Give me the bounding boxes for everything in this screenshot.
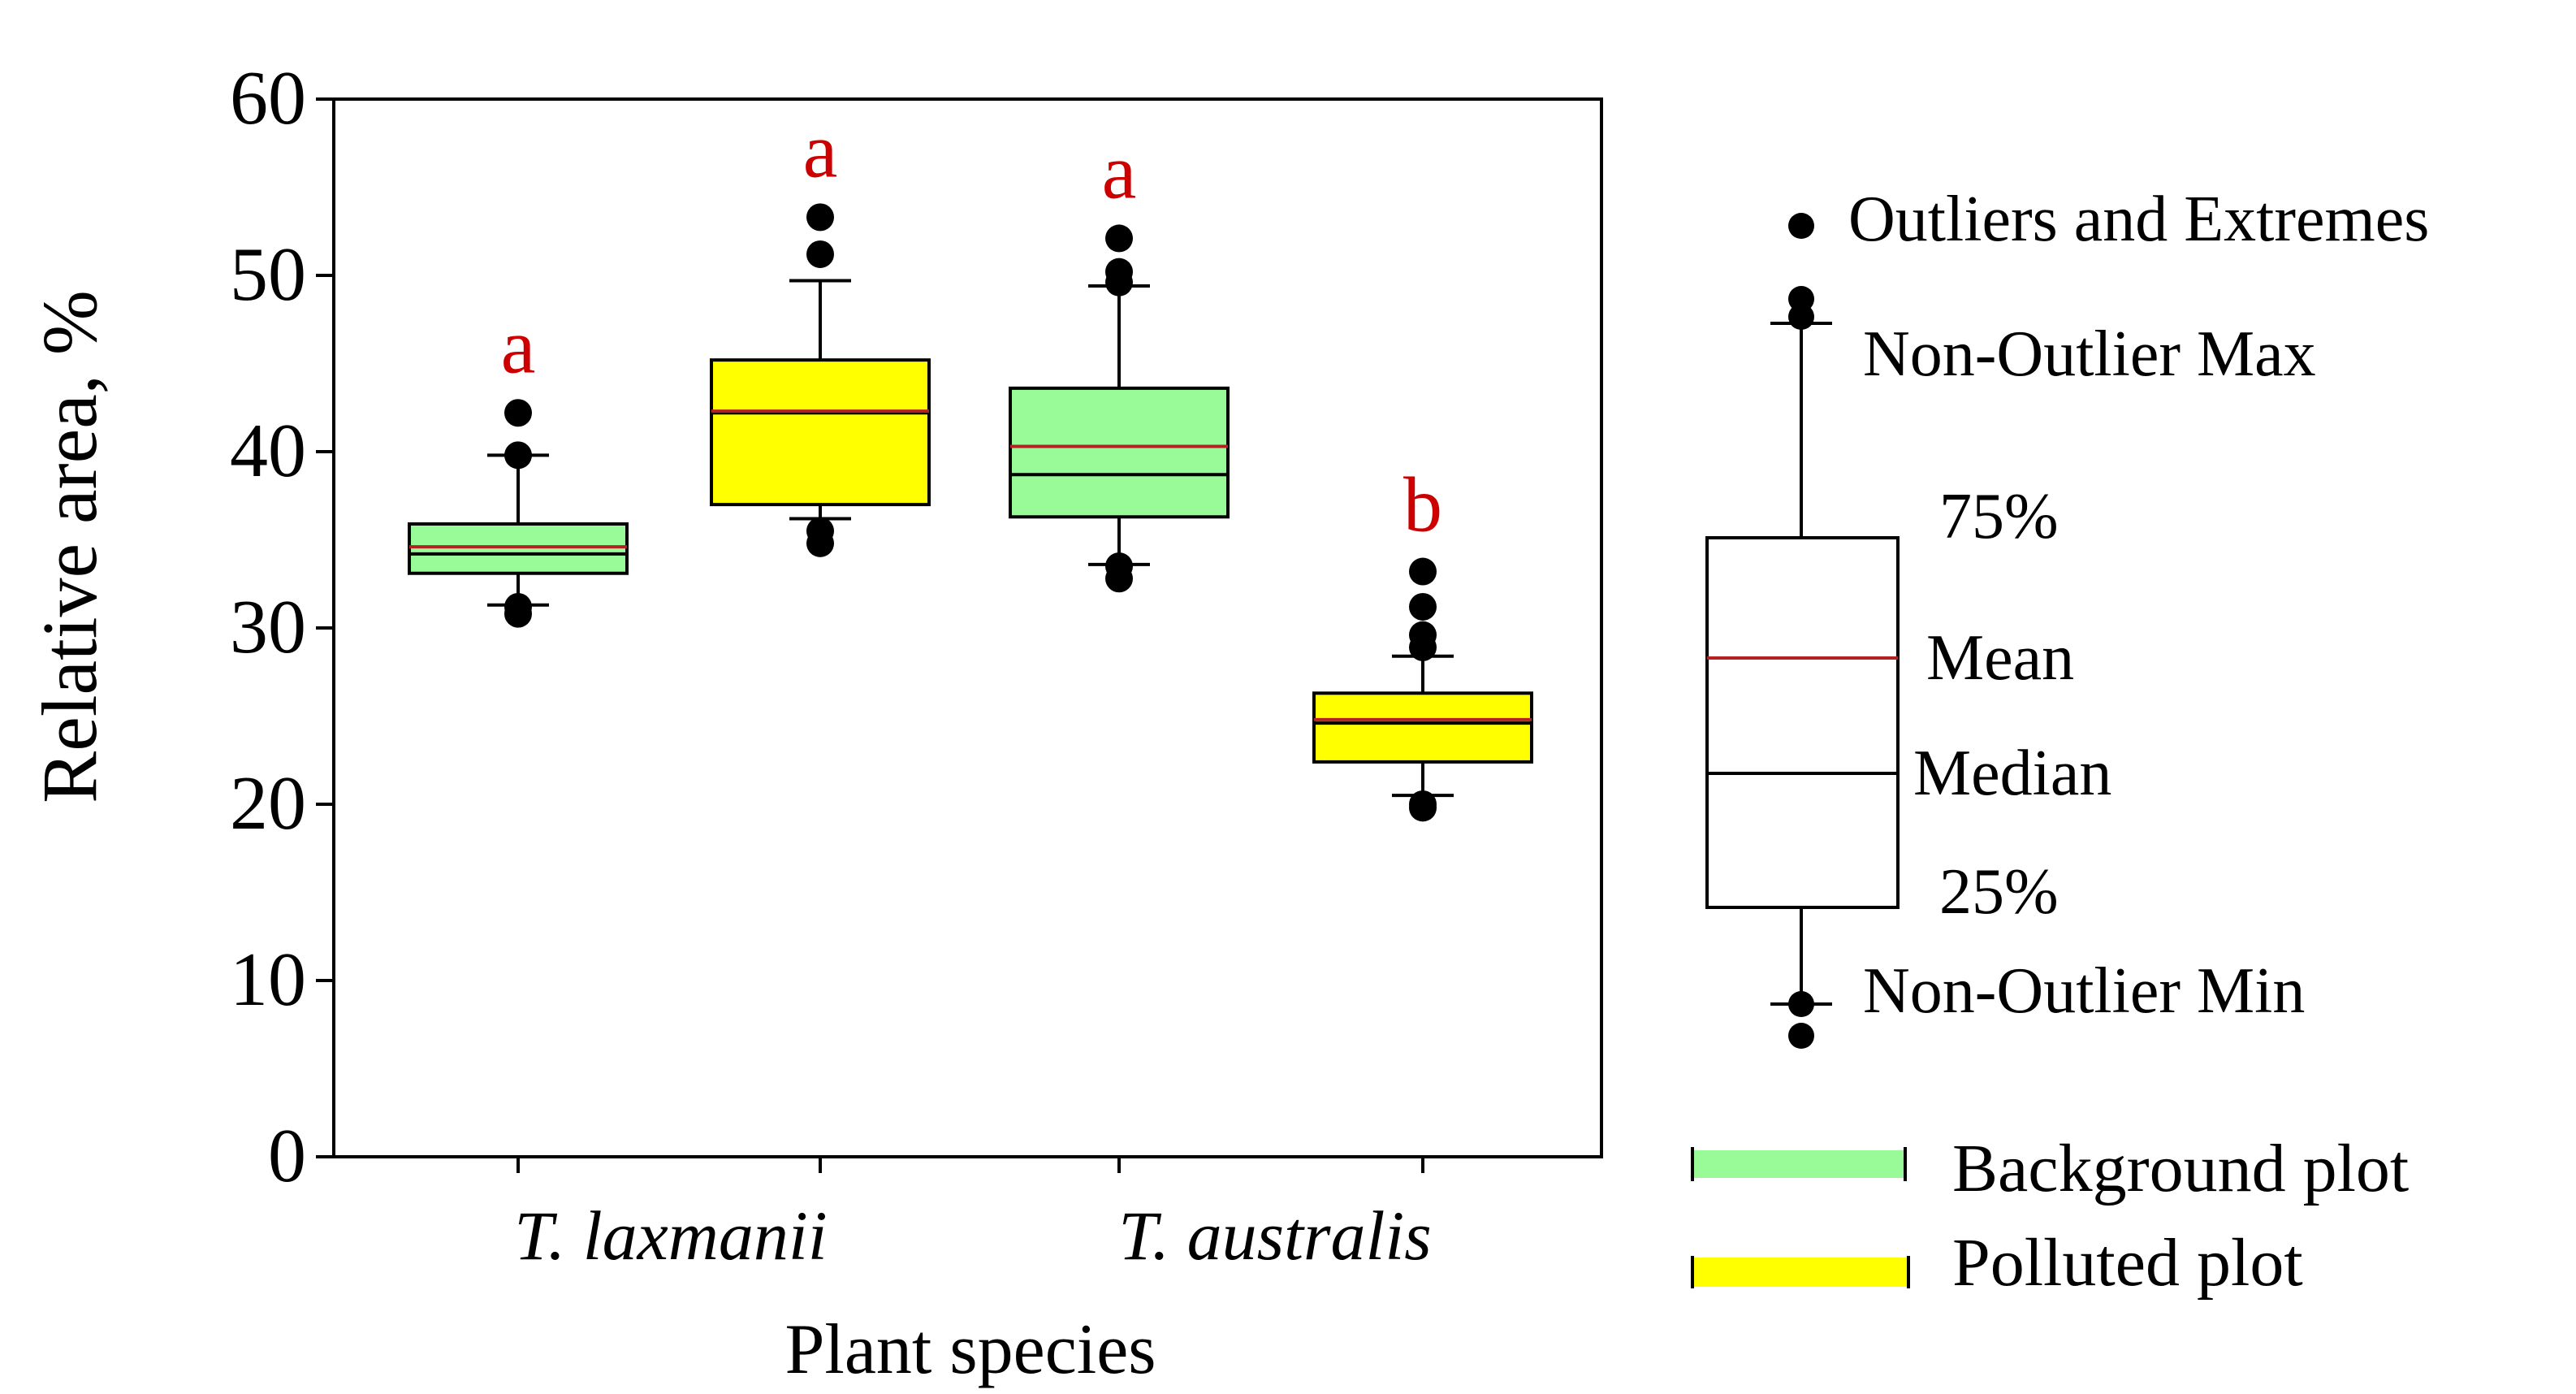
outlier-point: [806, 529, 834, 557]
y-tick-label: 30: [230, 585, 306, 669]
legend-label-background: Background plot: [1952, 1131, 2409, 1206]
box-iqr: [1312, 691, 1533, 764]
legend-swatch-polluted: [1692, 1258, 1907, 1287]
key-box: [1705, 536, 1900, 909]
x-tick-label-t-laxmanii: T. laxmanii: [514, 1197, 827, 1275]
key-outlier-marker: [1788, 286, 1814, 312]
key-label-min: Non-Outlier Min: [1863, 955, 2305, 1027]
legend-swatch-background: [1692, 1150, 1907, 1178]
legend-label-polluted: Polluted plot: [1952, 1225, 2303, 1301]
outlier-point: [504, 600, 532, 628]
box-iqr: [710, 358, 931, 507]
significance-letter: a: [803, 106, 838, 193]
outlier-point: [1105, 268, 1133, 297]
box-3: a: [1009, 128, 1230, 1173]
legend: Background plot Polluted plot: [1691, 1131, 2409, 1301]
significance-letter: a: [1102, 128, 1137, 214]
y-tick-label: 0: [268, 1114, 306, 1198]
key-outlier-marker: [1788, 213, 1814, 239]
y-tick-label: 50: [230, 232, 306, 317]
significance-letter: a: [501, 302, 536, 389]
outlier-point: [1409, 794, 1437, 822]
outlier-point: [806, 240, 834, 268]
outlier-point: [806, 203, 834, 232]
box-iqr: [408, 522, 629, 575]
outlier-point: [504, 399, 532, 427]
box-iqr: [1009, 386, 1230, 519]
y-axis-title: Relative area, %: [26, 290, 113, 803]
x-axis-title: Plant species: [784, 1310, 1156, 1389]
outlier-point: [1409, 633, 1437, 661]
box-4: b: [1312, 461, 1533, 1173]
y-tick-label: 10: [230, 937, 306, 1022]
outlier-point: [504, 441, 532, 470]
key-outlier-marker: [1788, 1023, 1814, 1049]
y-axis-ticks: 0 10 20 30 40 50 60: [230, 56, 334, 1198]
key-label-max: Non-Outlier Max: [1863, 318, 2316, 390]
key-label-q3: 75%: [1939, 481, 2059, 552]
key-label-q1: 25%: [1939, 856, 2059, 928]
outlier-point: [1105, 224, 1133, 253]
box-1: a: [408, 302, 629, 1173]
key-label-mean: Mean: [1926, 622, 2074, 694]
key-outlier-marker: [1788, 991, 1814, 1017]
box-2: a: [710, 106, 931, 1173]
box-plot-series: a a a b: [408, 106, 1533, 1173]
x-tick-label-t-australis: T. australis: [1118, 1197, 1432, 1275]
y-tick-label: 40: [230, 409, 306, 493]
y-tick-label: 20: [230, 761, 306, 846]
key-label-outliers: Outliers and Extremes: [1848, 184, 2429, 255]
outlier-point: [1105, 565, 1133, 593]
outlier-point: [1409, 557, 1437, 586]
y-tick-label: 60: [230, 56, 306, 141]
outlier-point: [1409, 592, 1437, 621]
significance-letter: b: [1403, 461, 1442, 548]
box-key: Outliers and Extremes Non-Outlier Max 75…: [1705, 184, 2429, 1049]
key-label-median: Median: [1913, 738, 2111, 809]
